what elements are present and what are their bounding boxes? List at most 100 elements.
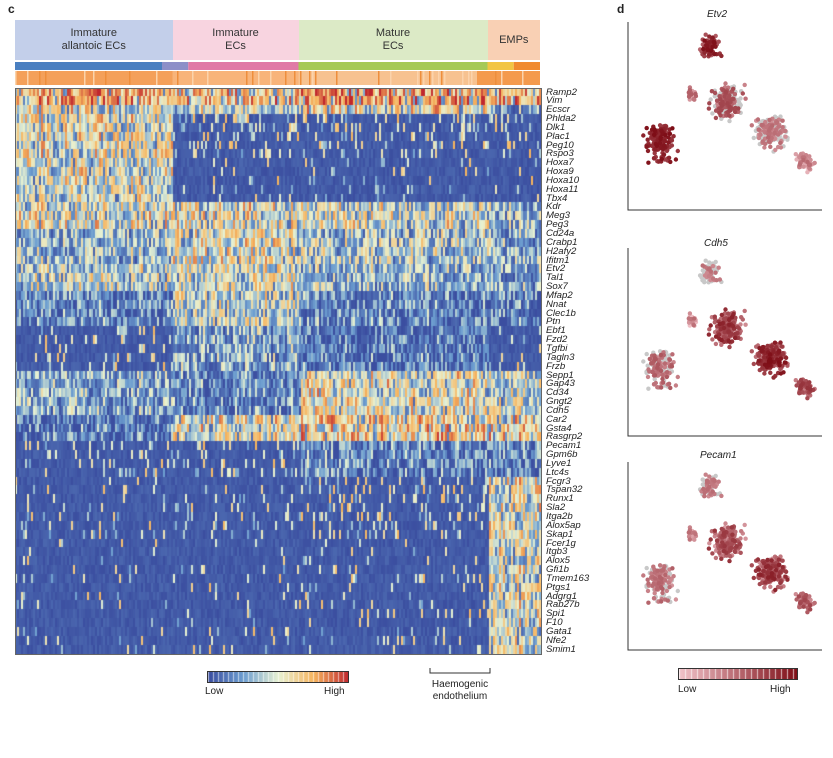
scatter-point [646,581,651,586]
scatter-point [702,50,707,55]
scatter-point [740,91,745,96]
scatter-point [711,40,717,45]
scatter-point [755,557,761,562]
gene-label-hoxa10: Hoxa10 [546,174,580,186]
scatter-point [659,385,664,390]
scatter-point [710,489,715,494]
scatter-point [765,570,770,576]
scatter-point [774,567,779,573]
cluster-bar-stripe [390,71,392,85]
scatter-point [740,317,745,322]
scatter-point [658,352,664,358]
cluster-bar-stripe [336,71,338,85]
scatter-point [797,162,802,167]
scatter-point [767,117,772,123]
scatter-point [713,259,718,265]
scatter-title-pecam1: Pecam1 [700,450,737,461]
scatter-point [766,575,771,580]
heatmap-frame [15,88,542,655]
scatter-point [713,334,719,339]
scatter-point [727,113,732,118]
scatter-point [722,544,727,549]
cluster-bar-stripe [468,71,470,85]
gene-label-etv2: Etv2 [546,263,566,275]
scatter-point [749,563,754,568]
gene-label-clec1b: Clec1b [546,307,576,319]
scatter-point [798,377,804,383]
scatter-point [659,156,664,162]
scatter-point [667,571,672,576]
scatter-point [763,119,768,125]
gene-label-vim: Vim [546,95,563,107]
gene-label-tspan32: Tspan32 [546,484,583,496]
scatter-point [656,581,661,586]
scatter-point [776,360,782,365]
gene-label-rab27b: Rab27b [546,599,580,611]
scatter-point [778,340,783,345]
gene-label-gata1: Gata1 [546,625,573,637]
gene-expression-heatmap [15,88,541,654]
scatter-plot-pecam1 [627,462,822,651]
scatter-point [655,365,660,371]
scatter-point [654,143,660,148]
cluster-color-bars [15,62,540,85]
scatter-title-cdh5: Cdh5 [704,238,728,249]
scatter-point [707,541,712,546]
gene-label-ramp2: Ramp2 [546,86,577,98]
scatter-point [660,372,665,378]
scatter-point [641,573,646,578]
scatter-point [761,568,766,574]
scatter-point [773,147,778,153]
scatter-point [662,139,667,144]
scatter-point [729,545,734,551]
scatter-point [703,32,708,37]
cluster-bar-stripe [522,71,524,85]
cluster-bar-stripe [309,71,311,85]
cluster-bar-stripe [15,71,17,85]
gene-label-sox7: Sox7 [546,281,568,293]
scatter-point [666,575,671,580]
scatter-axes [627,248,822,437]
scatter-point [660,376,665,382]
scatter-point [712,90,718,96]
scatter-point [714,278,719,283]
scatter-point [729,315,735,320]
scatter-point [702,54,707,59]
scatter-point [769,558,774,563]
scatter-point [719,493,724,499]
scatter-point [758,132,763,137]
scatter-point [726,329,731,334]
cluster-label-3: EMPs [487,20,540,60]
scatter-point [664,588,669,594]
scatter-point [713,341,719,347]
gene-label-nnat: Nnat [546,298,567,310]
cluster-bar-stripe [294,71,296,85]
scatter-point [713,115,719,121]
scatter-point [706,52,712,57]
gene-label-pecam1: Pecam1 [546,440,582,452]
scatter-point [739,529,744,534]
scatter-point [801,164,806,169]
scatter-point [707,260,712,265]
gene-label-ebf1: Ebf1 [546,325,566,337]
gene-label-fcgr3: Fcgr3 [546,475,571,487]
scatter-point [751,575,756,581]
scatter-point [704,478,710,483]
scatter-point [730,96,735,101]
scatter-point [666,580,671,585]
scatter-point [662,578,668,583]
gene-label-h2afy2: H2afy2 [546,245,577,257]
scatter-point [777,348,782,353]
scatter-point [660,586,665,592]
scatter-point [658,136,663,142]
gene-label-gngt2: Gngt2 [546,396,573,408]
scatter-point [668,385,673,391]
scatter-point [767,352,773,357]
scatter-point [743,322,748,327]
gene-label-tagln3: Tagln3 [546,351,575,363]
scatter-point [727,322,732,327]
scatter-point [805,159,810,165]
scatter-point [727,317,732,323]
scatter-point [670,126,675,131]
haemogenic-endothelium-label: Haemogenic endothelium [431,679,489,702]
